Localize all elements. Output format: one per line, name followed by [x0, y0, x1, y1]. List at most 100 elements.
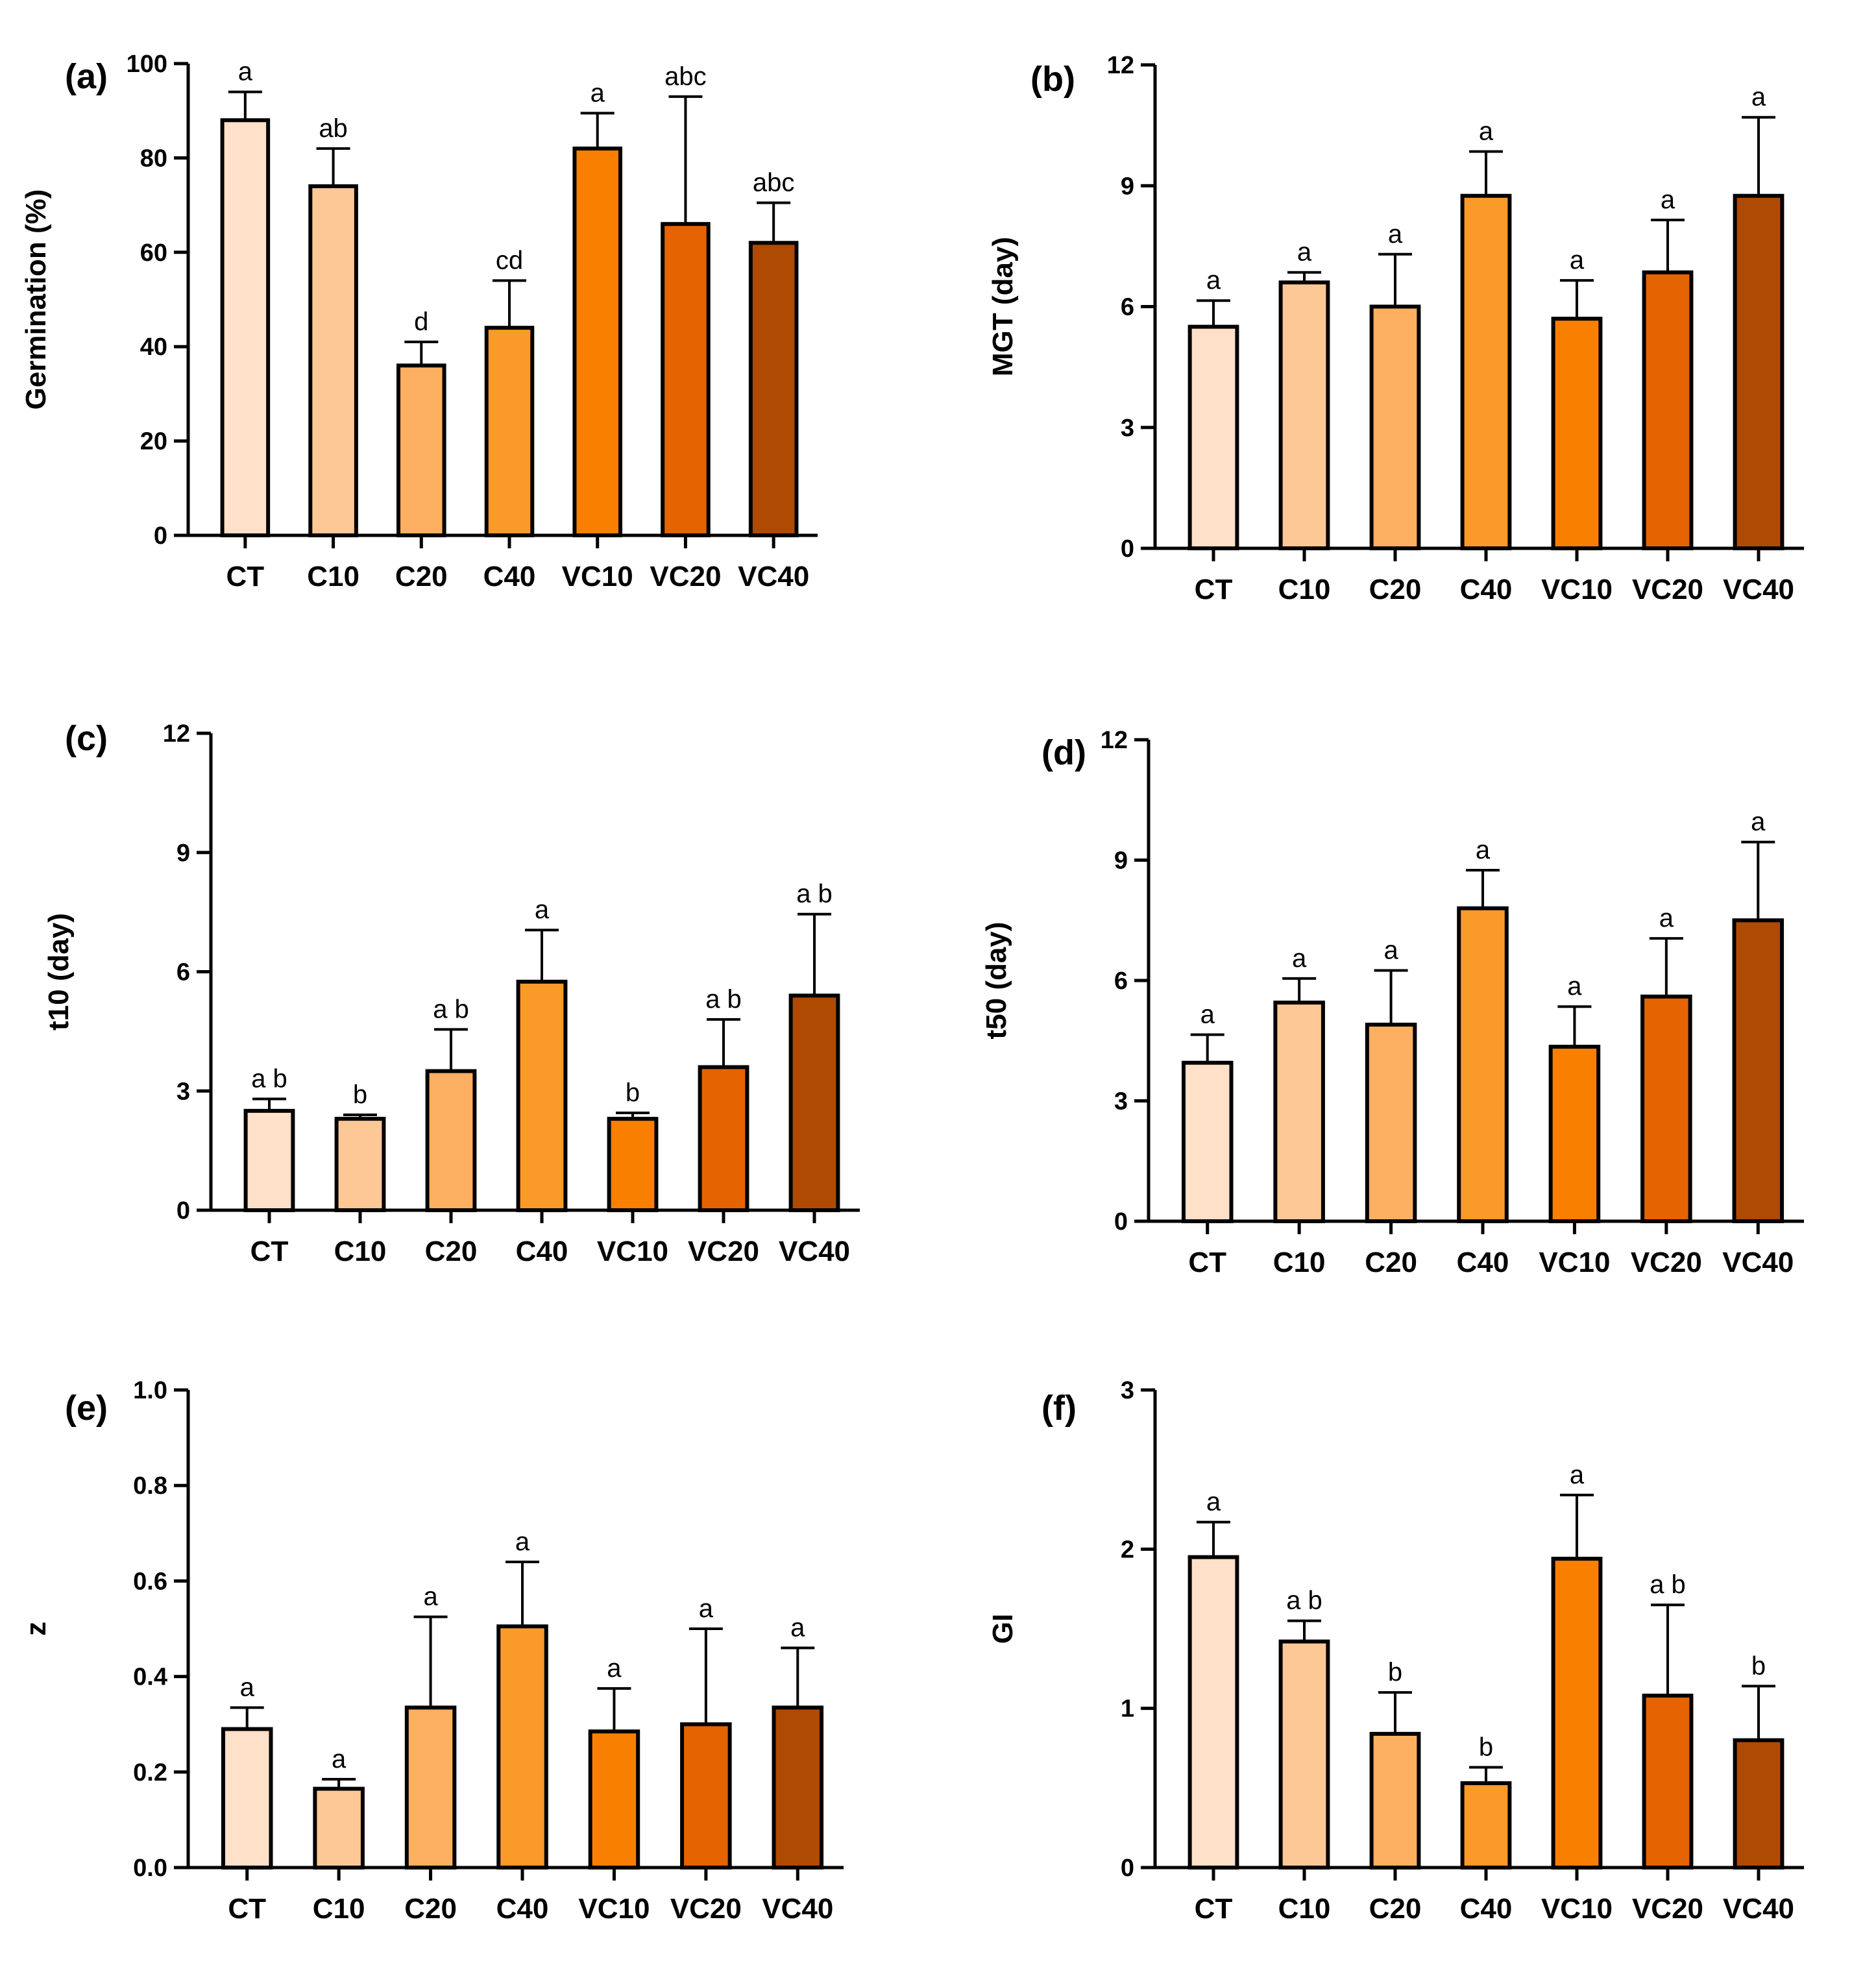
x-category-label: C40 [1460, 574, 1513, 605]
significance-label: b [1751, 1651, 1766, 1680]
significance-label: a b [1286, 1587, 1322, 1615]
significance-label: a [1570, 1461, 1585, 1489]
y-tick-label: 0.6 [133, 1568, 167, 1595]
y-axis-title: Germination (%) [20, 189, 52, 410]
y-tick-label: 100 [127, 51, 167, 78]
bar-vc20 [1642, 270, 1694, 550]
y-tick-label: 6 [1114, 968, 1128, 995]
significance-label: a [423, 1583, 438, 1611]
x-category-label: C20 [404, 1893, 457, 1925]
x-category-label: VC40 [1723, 1893, 1794, 1925]
panel-label: (e) [65, 1389, 108, 1428]
bar-c10 [313, 1786, 365, 1870]
panel-label: (c) [65, 719, 108, 758]
y-tick-label: 0.2 [133, 1759, 167, 1786]
y-tick-label: 12 [1101, 727, 1128, 754]
significance-label: a b [1650, 1570, 1686, 1599]
x-category-label: C10 [1273, 1247, 1326, 1278]
x-category-label: C10 [307, 561, 359, 592]
significance-label: a [1388, 220, 1403, 249]
significance-label: a [1751, 808, 1766, 836]
bar-vc40 [748, 241, 799, 537]
x-category-label: VC20 [650, 561, 721, 592]
x-category-label: C10 [1278, 574, 1331, 605]
significance-label: a b [796, 880, 833, 908]
panel-label: (f) [1042, 1389, 1077, 1428]
significance-label: a b [251, 1065, 287, 1093]
significance-label: a [1297, 238, 1312, 267]
x-category-label: C20 [1369, 574, 1422, 605]
bar-c40 [496, 1624, 548, 1870]
bar-c40 [484, 326, 535, 537]
x-category-label: C20 [395, 561, 448, 592]
bar-vc40 [1732, 918, 1785, 1223]
y-tick-label: 9 [1121, 173, 1134, 200]
panel-3: (c) t10 (day) 0 3 6 9 12 a b CT b C10 a b C20 a C40 b VC… [43, 719, 860, 1267]
x-category-label: VC20 [1632, 574, 1703, 605]
significance-label: a [238, 58, 253, 86]
x-category-label: VC40 [738, 561, 809, 592]
significance-label: a [607, 1654, 622, 1683]
bar-vc10 [607, 1117, 659, 1212]
bar-vc20 [661, 222, 711, 537]
bar-vc10 [1548, 1045, 1601, 1224]
x-category-label: VC10 [578, 1893, 650, 1925]
bar-c20 [1369, 304, 1421, 550]
bar-vc40 [1733, 1738, 1785, 1870]
bar-ct [243, 1108, 295, 1212]
x-category-label: VC40 [762, 1893, 833, 1925]
y-tick-label: 0 [1114, 1208, 1128, 1236]
bar-vc10 [588, 1729, 640, 1870]
panel-1: (a) Germination (%) 0 20 40 60 80 100 a CT ab C10 d C… [20, 51, 818, 592]
panel-2: (b) MGT (day) 0 3 6 9 12 a CT a C10 a C20 a C40 a VC10 a V… [987, 52, 1804, 605]
y-tick-label: 1 [1121, 1696, 1134, 1723]
x-category-label: CT [1188, 1247, 1226, 1278]
panel-4: (d) t50 (day) 0 3 6 9 12 a CT a C10 a C20 a C40 a VC10 a V… [981, 727, 1804, 1278]
y-tick-label: 20 [140, 428, 167, 456]
y-tick-label: 9 [177, 840, 190, 867]
y-tick-label: 3 [1121, 415, 1134, 442]
significance-label: a [1567, 972, 1582, 1001]
bar-c40 [1457, 906, 1509, 1223]
bar-c10 [308, 184, 358, 537]
significance-label: a b [433, 995, 469, 1023]
bar-ct [1188, 1555, 1239, 1870]
significance-label: a [1659, 904, 1674, 932]
y-tick-label: 0 [154, 522, 167, 550]
significance-label: a [1661, 186, 1675, 214]
bar-c10 [1273, 1001, 1325, 1223]
bar-c20 [425, 1069, 477, 1212]
y-axis-title: GI [987, 1614, 1019, 1644]
bar-c10 [1278, 1639, 1330, 1870]
significance-label: a [591, 79, 605, 107]
significance-label: cd [496, 246, 523, 274]
significance-label: a [535, 895, 550, 924]
bar-vc40 [772, 1705, 824, 1870]
x-category-label: VC10 [562, 561, 633, 592]
x-category-label: VC10 [1539, 1247, 1610, 1278]
y-tick-label: 12 [163, 720, 190, 748]
x-category-label: CT [250, 1236, 289, 1267]
x-category-label: C40 [1457, 1247, 1509, 1278]
x-category-label: C40 [496, 1893, 549, 1925]
bar-vc20 [698, 1065, 749, 1212]
significance-label: abc [664, 62, 707, 91]
panel-label: (d) [1042, 733, 1086, 772]
significance-label: b [626, 1078, 640, 1107]
significance-label: b [1479, 1733, 1493, 1761]
x-category-label: VC20 [670, 1893, 742, 1925]
bar-c20 [396, 363, 446, 538]
x-category-label: C40 [516, 1236, 568, 1267]
bar-vc40 [788, 993, 840, 1212]
y-tick-label: 0 [1121, 535, 1134, 563]
x-category-label: VC20 [1631, 1247, 1702, 1278]
y-tick-label: 3 [177, 1078, 190, 1105]
x-category-label: VC10 [1541, 574, 1613, 605]
bar-vc20 [1640, 994, 1692, 1223]
y-tick-label: 0.0 [133, 1855, 167, 1882]
significance-label: a [1476, 836, 1491, 864]
x-category-label: VC20 [688, 1236, 759, 1267]
y-tick-label: 6 [1121, 294, 1134, 321]
y-axis-title: t50 (day) [981, 922, 1012, 1040]
